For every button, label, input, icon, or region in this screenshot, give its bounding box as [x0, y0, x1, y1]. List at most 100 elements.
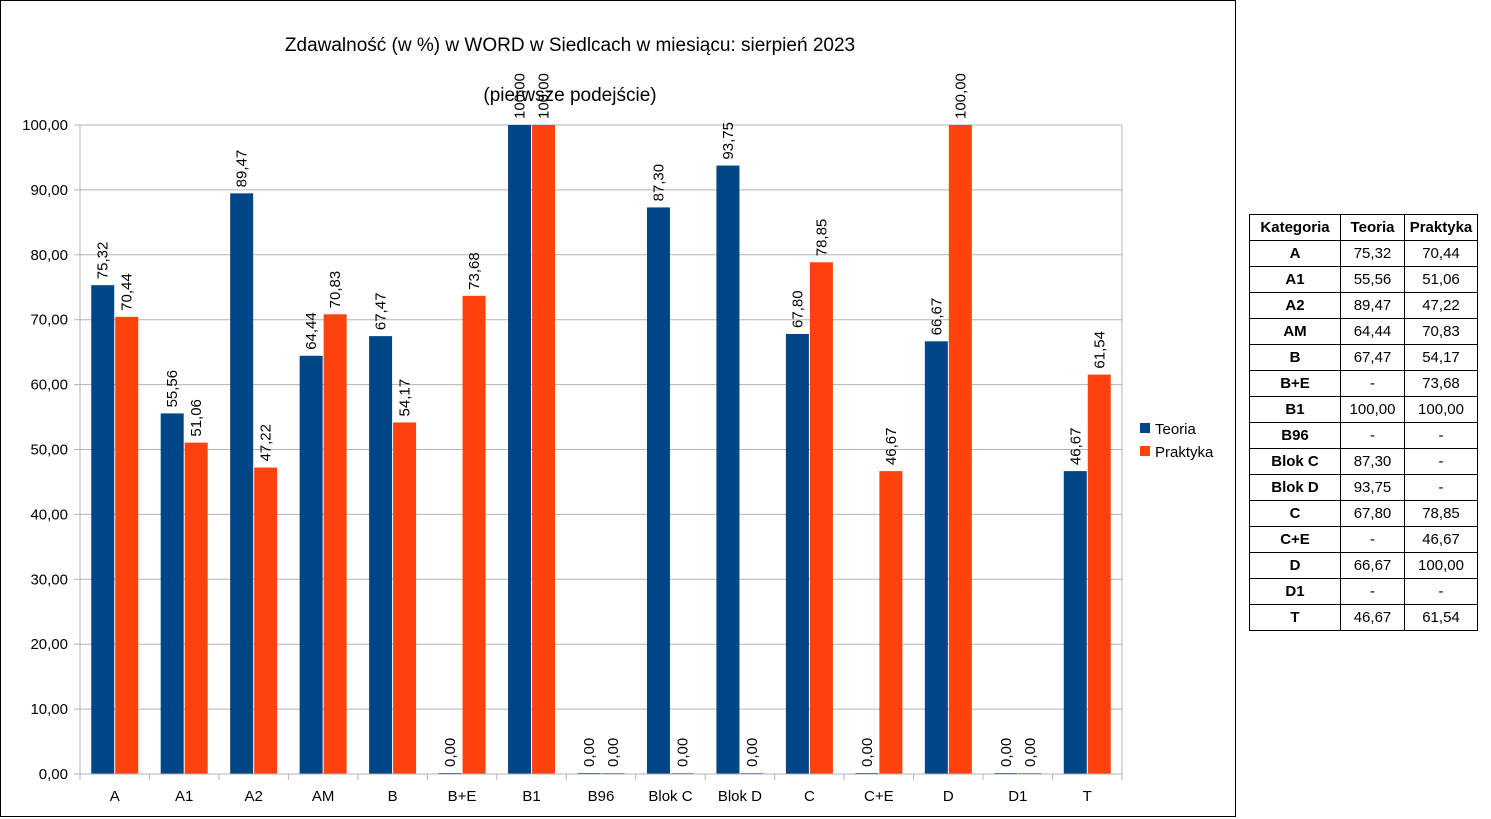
cell-category: AM: [1249, 318, 1341, 345]
bar-praktyka-b: [393, 422, 417, 774]
data-table: Kategoria Teoria Praktyka A 75,32 70,44 A1 5…: [1249, 214, 1478, 631]
cell-praktyka: 70,83: [1404, 318, 1478, 345]
x-tick-label: B: [388, 788, 398, 805]
x-tick-label: C: [804, 788, 815, 805]
bar-praktyka-a2: [254, 467, 278, 774]
table-row: D 66,67 100,00: [1249, 552, 1478, 579]
cell-category: B: [1249, 344, 1341, 371]
y-tick-label: 0,00: [39, 766, 68, 783]
data-label: 70,44: [119, 273, 136, 311]
data-label: 61,54: [1091, 331, 1108, 369]
x-tick-label: B96: [588, 788, 615, 805]
bar-teoria-c: [785, 333, 809, 774]
x-tick-label: T: [1083, 788, 1092, 805]
bar-teoria-d: [924, 341, 948, 774]
data-label: 67,47: [373, 293, 390, 331]
data-label: 46,67: [883, 428, 900, 466]
cell-teoria: 87,30: [1340, 448, 1405, 475]
data-label: 47,22: [258, 424, 275, 462]
bar-praktyka-a: [115, 316, 139, 774]
y-tick-label: 60,00: [30, 377, 68, 394]
cell-teoria: -: [1340, 422, 1405, 449]
legend-swatch-teoria: [1140, 423, 1150, 433]
bar-teoria-b: [369, 336, 393, 774]
data-label: 66,67: [928, 298, 945, 336]
cell-teoria: 100,00: [1340, 396, 1405, 423]
table-header-row: Kategoria Teoria Praktyka: [1249, 214, 1478, 241]
cell-praktyka: 47,22: [1404, 292, 1478, 319]
x-tick-label: Blok D: [718, 788, 762, 805]
x-tick-label: C+E: [864, 788, 894, 805]
x-tick-label: D: [943, 788, 954, 805]
legend-label-teoria: Teoria: [1155, 421, 1197, 438]
table-row: Blok C 87,30-: [1249, 448, 1478, 475]
table-row: AM 64,44 70,83: [1249, 318, 1478, 345]
table-body: A 75,32 70,44 A1 55,56 51,06 A2 89,47 47,22 AM 64,…: [1249, 240, 1478, 631]
table-row: A1 55,56 51,06: [1249, 266, 1478, 293]
data-label: 0,00: [1022, 738, 1039, 767]
y-tick-label: 30,00: [30, 571, 68, 588]
bar-praktyka-d: [948, 125, 972, 774]
table-row: B96- -: [1249, 422, 1478, 449]
x-tick-label: B1: [522, 788, 540, 805]
bar-praktyka-c-e: [879, 471, 903, 774]
data-label: 73,68: [466, 252, 483, 290]
cell-category: A2: [1249, 292, 1341, 319]
bar-teoria-b1: [508, 125, 532, 774]
bar-praktyka-b1: [532, 125, 556, 774]
y-tick-label: 90,00: [30, 182, 68, 199]
data-label: 0,00: [744, 738, 761, 767]
bar-praktyka-t: [1087, 374, 1111, 774]
table-row: B1 100,00 100,00: [1249, 396, 1478, 423]
cell-teoria: -: [1340, 370, 1405, 397]
cell-teoria: 46,67: [1340, 604, 1405, 631]
cell-category: C: [1249, 500, 1341, 527]
cell-category: Blok C: [1249, 448, 1341, 475]
bar-praktyka-a1: [184, 442, 208, 774]
cell-praktyka: -: [1404, 578, 1478, 605]
data-label: 70,83: [327, 271, 344, 309]
cell-teoria: 67,47: [1340, 344, 1405, 371]
cell-praktyka: 54,17: [1404, 344, 1478, 371]
y-tick-label: 50,00: [30, 442, 68, 459]
x-tick-label: B+E: [448, 788, 477, 805]
table-row: T 46,67 61,54: [1249, 604, 1478, 631]
data-label: 93,75: [720, 122, 737, 160]
x-tick-label: D1: [1008, 788, 1027, 805]
y-tick-label: 20,00: [30, 636, 68, 653]
cell-teoria: 55,56: [1340, 266, 1405, 293]
cell-category: D1: [1249, 578, 1341, 605]
header-praktyka: Praktyka: [1404, 214, 1478, 241]
header-category: Kategoria: [1249, 214, 1341, 241]
table-row: A 75,32 70,44: [1249, 240, 1478, 267]
x-tick-label: AM: [312, 788, 335, 805]
data-label: 0,00: [605, 738, 622, 767]
chart-title: Zdawalność (w %) w WORD w Siedlcach w mi…: [285, 35, 855, 56]
table-row: B+E -73,68: [1249, 370, 1478, 397]
cell-praktyka: 78,85: [1404, 500, 1478, 527]
cell-praktyka: 70,44: [1404, 240, 1478, 267]
cell-teoria: 75,32: [1340, 240, 1405, 267]
cell-praktyka: 100,00: [1404, 396, 1478, 423]
x-tick-label: A1: [175, 788, 193, 805]
cell-teoria: 89,47: [1340, 292, 1405, 319]
data-label: 46,67: [1067, 428, 1084, 466]
data-label: 54,17: [397, 379, 414, 417]
bar-teoria-am: [299, 355, 323, 774]
data-label: 55,56: [164, 370, 181, 408]
header-teoria: Teoria: [1340, 214, 1405, 241]
cell-category: B1: [1249, 396, 1341, 423]
cell-category: C+E: [1249, 526, 1341, 553]
cell-category: A1: [1249, 266, 1341, 293]
bar-teoria-a: [91, 285, 115, 774]
data-label: 0,00: [859, 738, 876, 767]
table-row: Blok D 93,75-: [1249, 474, 1478, 501]
cell-teoria: 93,75: [1340, 474, 1405, 501]
data-label: 0,00: [581, 738, 598, 767]
cell-praktyka: -: [1404, 422, 1478, 449]
chart-subtitle: (pierwsze podejście): [483, 85, 656, 106]
bar-teoria-t: [1063, 471, 1087, 774]
cell-praktyka: 46,67: [1404, 526, 1478, 553]
bar-teoria-blok-d: [716, 165, 740, 774]
cell-praktyka: 100,00: [1404, 552, 1478, 579]
